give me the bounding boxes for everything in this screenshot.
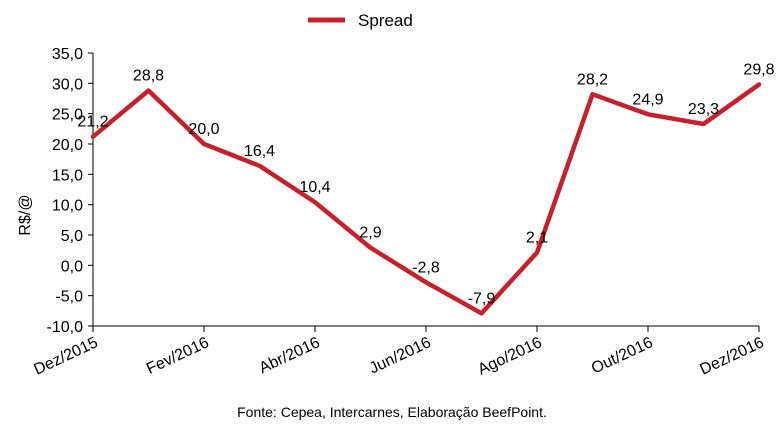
data-label: 10,4 — [299, 179, 330, 196]
y-tick-label: -10,0 — [47, 319, 84, 336]
y-axis-ticks: 35,0 30,0 25,0 20,0 15,0 10,0 5,0 0,0 -5,0 -10,0 — [47, 46, 93, 336]
data-labels: 21,2 28,8 20,0 16,4 10,4 2,9 -2,8 -7,9 2,1 28,2 24… — [77, 62, 774, 308]
data-label: 20,0 — [188, 121, 219, 138]
x-tick-label: Abr/2016 — [257, 334, 323, 377]
chart-source-note: Fonte: Cepea, Intercarnes, Elaboração Be… — [237, 404, 547, 420]
data-label: 28,8 — [133, 68, 164, 85]
x-tick-label: Jun/2016 — [367, 334, 434, 377]
x-tick-label: Ago/2016 — [475, 334, 544, 378]
x-tick-label: Dez/2016 — [697, 334, 766, 378]
y-tick-label: 35,0 — [52, 46, 83, 63]
y-tick-label: 10,0 — [52, 198, 83, 215]
x-tick-label: Out/2016 — [589, 334, 656, 377]
x-tick-label: Fev/2016 — [144, 334, 212, 378]
data-label: 24,9 — [632, 91, 663, 108]
data-label: 21,2 — [77, 114, 108, 131]
series-layer — [90, 82, 762, 316]
data-label: -2,8 — [412, 259, 440, 276]
chart-legend: Spread — [308, 11, 413, 30]
y-tick-label: 0,0 — [61, 258, 83, 275]
data-label: 2,9 — [359, 225, 381, 242]
y-tick-label: 20,0 — [52, 137, 83, 154]
y-tick-label: 25,0 — [52, 107, 83, 124]
data-label: 2,1 — [526, 230, 548, 247]
y-tick-label: 15,0 — [52, 167, 83, 184]
x-axis-ticks: Dez/2015 Fev/2016 Abr/2016 Jun/2016 Ago/2016… — [31, 326, 767, 379]
data-label: 23,3 — [688, 101, 719, 118]
y-axis-title: R$/@ — [17, 194, 34, 235]
series-line-spread — [90, 82, 762, 316]
y-tick-label: -5,0 — [55, 289, 83, 306]
data-label: 28,2 — [577, 71, 608, 88]
data-label: 16,4 — [244, 143, 275, 160]
x-tick-label: Dez/2015 — [31, 334, 100, 378]
y-tick-label: 5,0 — [61, 228, 83, 245]
data-label: 29,8 — [743, 62, 774, 79]
y-tick-label: 30,0 — [52, 76, 83, 93]
legend-label-spread: Spread — [358, 11, 413, 30]
data-label: -7,9 — [468, 290, 496, 307]
